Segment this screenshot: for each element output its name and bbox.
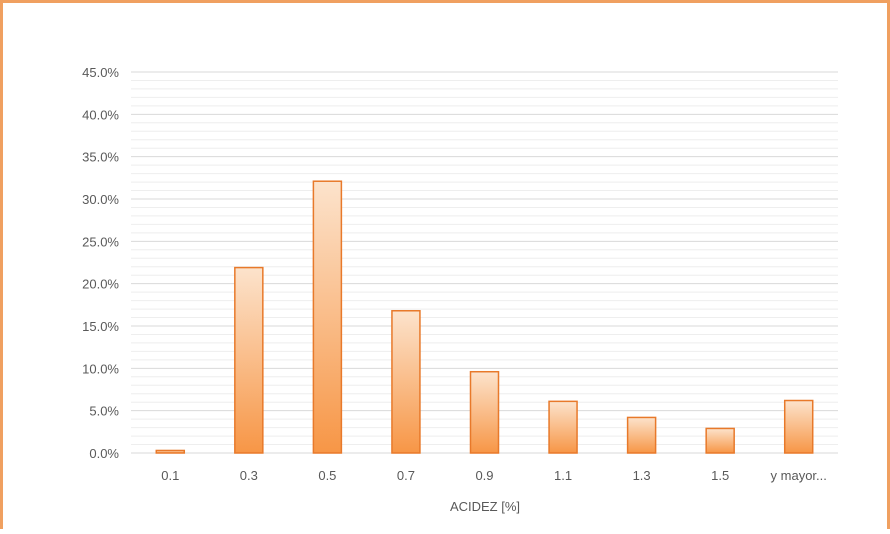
y-tick-label: 40.0% xyxy=(82,107,119,122)
y-tick-label: 25.0% xyxy=(82,234,119,249)
x-tick-label: 1.3 xyxy=(633,468,651,483)
bar-1-5 xyxy=(705,427,735,454)
y-tick-label: 15.0% xyxy=(82,319,119,334)
bar-1-1 xyxy=(548,400,578,454)
bar-0-1 xyxy=(155,449,186,454)
x-axis-ticks: 0.1 0.3 0.5 0.7 0.9 1.1 1.3 1.5 y mayor... xyxy=(161,468,827,483)
y-axis-ticks: 0.0% 5.0% 10.0% 15.0% 20.0% 25.0% 30.0% 35.0% 40… xyxy=(82,65,119,461)
x-tick-label: 1.1 xyxy=(554,468,572,483)
bar-y-mayor xyxy=(783,399,814,454)
x-tick-label: 0.9 xyxy=(475,468,493,483)
bar-1-3 xyxy=(626,416,657,454)
y-tick-label: 45.0% xyxy=(82,65,119,80)
bars xyxy=(155,180,814,454)
y-tick-label: 30.0% xyxy=(82,192,119,207)
y-tick-label: 10.0% xyxy=(82,361,119,376)
bar-0-5 xyxy=(312,180,343,454)
bar-0-7 xyxy=(391,310,421,454)
y-tick-label: 35.0% xyxy=(82,150,119,165)
x-tick-label: 0.3 xyxy=(240,468,258,483)
x-tick-label: 0.7 xyxy=(397,468,415,483)
bar-0-9 xyxy=(469,370,500,454)
x-tick-label: 0.5 xyxy=(318,468,336,483)
y-tick-label: 5.0% xyxy=(89,404,119,419)
x-tick-label: 0.1 xyxy=(161,468,179,483)
x-axis-title: ACIDEZ [%] xyxy=(450,499,520,514)
x-tick-label: y mayor... xyxy=(771,468,827,483)
y-tick-label: 20.0% xyxy=(82,277,119,292)
bar-0-3 xyxy=(234,266,264,454)
bar-chart: 0.0% 5.0% 10.0% 15.0% 20.0% 25.0% 30.0% 35.0% 40… xyxy=(82,65,838,514)
y-tick-label: 0.0% xyxy=(89,446,119,461)
x-tick-label: 1.5 xyxy=(711,468,729,483)
